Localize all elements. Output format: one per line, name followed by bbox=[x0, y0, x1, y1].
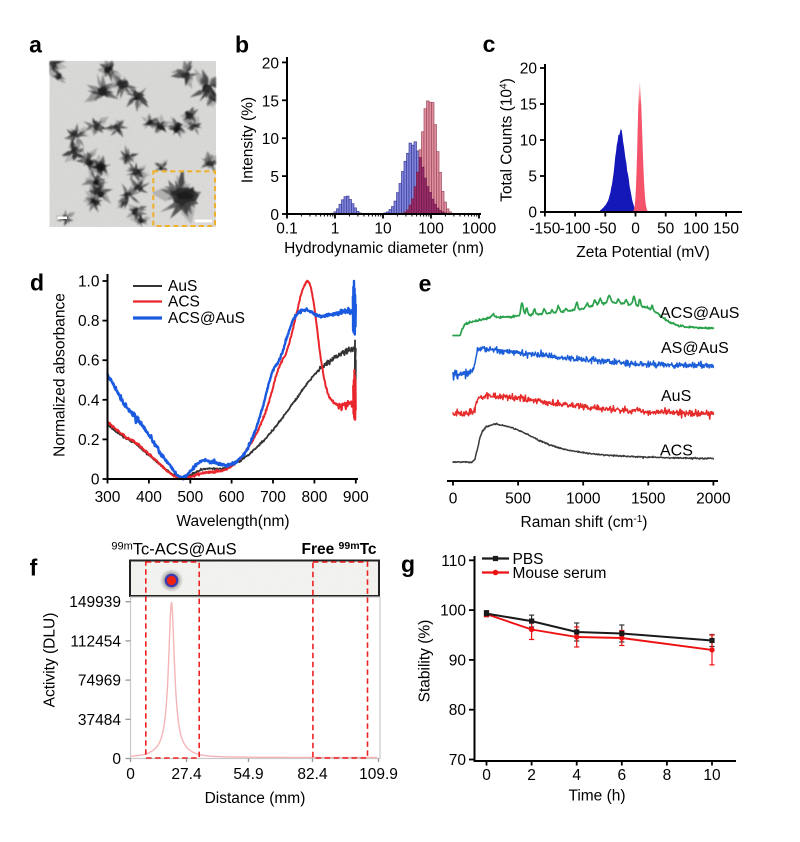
svg-text:10: 10 bbox=[374, 221, 392, 238]
svg-text:74969: 74969 bbox=[78, 673, 121, 690]
svg-text:800: 800 bbox=[301, 489, 327, 506]
svg-text:90: 90 bbox=[449, 652, 467, 669]
svg-text:0: 0 bbox=[631, 221, 640, 238]
svg-text:109.9: 109.9 bbox=[359, 766, 398, 783]
svg-text:-150: -150 bbox=[529, 221, 560, 238]
svg-text:100: 100 bbox=[418, 221, 444, 238]
svg-text:0: 0 bbox=[112, 751, 121, 768]
svg-text:80: 80 bbox=[449, 702, 467, 719]
svg-text:0.1: 0.1 bbox=[276, 221, 298, 238]
svg-text:0: 0 bbox=[449, 491, 458, 508]
svg-text:ACS@AuS: ACS@AuS bbox=[168, 310, 245, 327]
svg-text:6: 6 bbox=[617, 767, 626, 784]
svg-text:110: 110 bbox=[441, 553, 466, 570]
svg-text:5: 5 bbox=[528, 169, 537, 186]
svg-text:99mTc-ACS@AuS: 99mTc-ACS@AuS bbox=[111, 541, 236, 559]
svg-text:ACS: ACS bbox=[660, 443, 693, 460]
svg-text:10: 10 bbox=[703, 767, 721, 784]
svg-text:54.9: 54.9 bbox=[233, 766, 263, 783]
svg-text:f: f bbox=[30, 554, 38, 580]
svg-text:AuS: AuS bbox=[168, 278, 197, 295]
svg-text:15: 15 bbox=[520, 97, 537, 114]
svg-text:-50: -50 bbox=[594, 221, 617, 238]
svg-text:b: b bbox=[235, 31, 249, 57]
svg-text:0: 0 bbox=[270, 207, 279, 224]
svg-text:c: c bbox=[483, 31, 496, 57]
svg-text:15: 15 bbox=[262, 93, 279, 110]
svg-text:Zeta Potential (mV): Zeta Potential (mV) bbox=[576, 244, 710, 261]
svg-text:ACS: ACS bbox=[168, 294, 200, 311]
svg-text:e: e bbox=[419, 271, 432, 297]
svg-text:149939: 149939 bbox=[69, 594, 121, 611]
svg-text:0: 0 bbox=[91, 472, 100, 489]
svg-text:500: 500 bbox=[177, 489, 203, 506]
svg-text:Time (h): Time (h) bbox=[568, 788, 625, 805]
svg-text:g: g bbox=[401, 551, 415, 577]
svg-text:PBS: PBS bbox=[513, 551, 544, 568]
svg-text:a: a bbox=[29, 32, 42, 58]
svg-text:Total Counts (104): Total Counts (104) bbox=[499, 78, 516, 202]
svg-text:70: 70 bbox=[449, 752, 467, 769]
svg-text:0: 0 bbox=[482, 767, 491, 784]
svg-text:82.4: 82.4 bbox=[297, 766, 328, 783]
svg-text:Intensity (%): Intensity (%) bbox=[240, 97, 257, 183]
svg-text:100: 100 bbox=[683, 221, 709, 238]
svg-text:1: 1 bbox=[331, 221, 340, 238]
svg-text:1000: 1000 bbox=[566, 491, 601, 508]
svg-text:900: 900 bbox=[343, 489, 369, 506]
svg-text:Distance (mm): Distance (mm) bbox=[205, 790, 306, 807]
svg-text:Normalized absorbance: Normalized absorbance bbox=[52, 293, 69, 457]
svg-text:500: 500 bbox=[505, 491, 531, 508]
svg-text:0: 0 bbox=[126, 766, 135, 783]
svg-text:37484: 37484 bbox=[78, 712, 121, 729]
svg-text:2: 2 bbox=[527, 767, 536, 784]
svg-text:1000: 1000 bbox=[462, 221, 497, 238]
svg-text:Wavelength(nm): Wavelength(nm) bbox=[176, 513, 289, 530]
svg-text:AuS: AuS bbox=[661, 388, 691, 405]
svg-text:8: 8 bbox=[663, 767, 672, 784]
svg-text:Activity (DLU): Activity (DLU) bbox=[42, 613, 59, 708]
svg-text:5: 5 bbox=[270, 169, 279, 186]
svg-text:4: 4 bbox=[572, 767, 581, 784]
svg-text:27.4: 27.4 bbox=[171, 766, 202, 783]
svg-text:1500: 1500 bbox=[631, 491, 666, 508]
svg-text:400: 400 bbox=[136, 489, 162, 506]
svg-text:Raman shift (cm-1): Raman shift (cm-1) bbox=[521, 514, 648, 531]
svg-text:0: 0 bbox=[528, 205, 537, 222]
svg-text:600: 600 bbox=[219, 489, 245, 506]
svg-text:ACS@AuS: ACS@AuS bbox=[660, 305, 739, 322]
svg-text:2000: 2000 bbox=[696, 491, 731, 508]
svg-text:100: 100 bbox=[440, 603, 466, 620]
svg-text:20: 20 bbox=[262, 55, 280, 72]
svg-text:112454: 112454 bbox=[70, 633, 121, 650]
svg-text:0.8: 0.8 bbox=[78, 313, 100, 330]
svg-text:Hydrodynamic diameter (nm): Hydrodynamic diameter (nm) bbox=[284, 240, 484, 257]
svg-text:10: 10 bbox=[262, 131, 280, 148]
svg-text:-100: -100 bbox=[560, 221, 591, 238]
svg-text:150: 150 bbox=[713, 221, 739, 238]
svg-text:0.2: 0.2 bbox=[78, 432, 100, 449]
svg-text:10: 10 bbox=[520, 133, 538, 150]
svg-text:20: 20 bbox=[520, 61, 538, 78]
svg-text:0.6: 0.6 bbox=[78, 353, 100, 370]
svg-text:700: 700 bbox=[260, 489, 286, 506]
svg-text:Mouse serum: Mouse serum bbox=[513, 565, 607, 582]
svg-text:300: 300 bbox=[95, 489, 121, 506]
svg-text:50: 50 bbox=[657, 221, 675, 238]
svg-text:Free 99mTc: Free 99mTc bbox=[301, 540, 376, 558]
svg-text:1.0: 1.0 bbox=[78, 274, 100, 291]
svg-text:d: d bbox=[30, 270, 44, 296]
svg-text:0.4: 0.4 bbox=[78, 392, 100, 409]
svg-text:AS@AuS: AS@AuS bbox=[661, 340, 729, 357]
svg-text:Stability (%): Stability (%) bbox=[417, 620, 434, 703]
